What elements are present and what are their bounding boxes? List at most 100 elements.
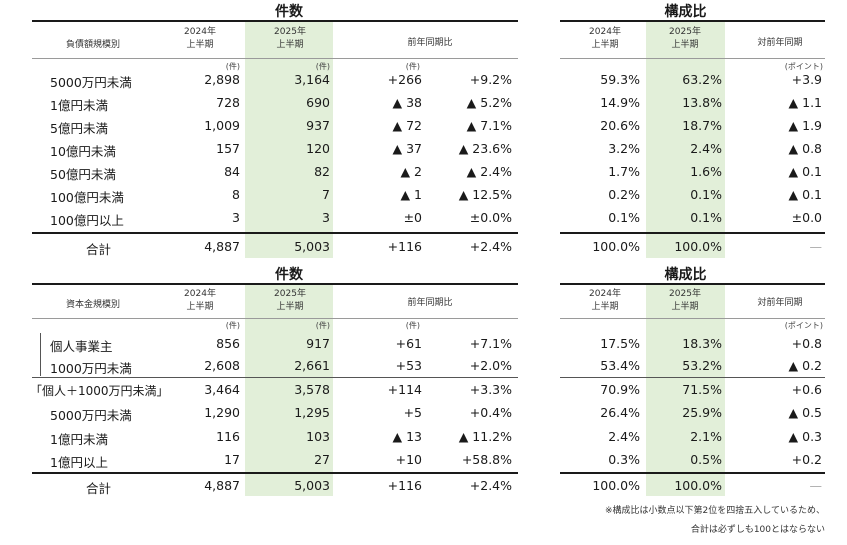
ratio-2025: 13.8% — [682, 95, 722, 110]
highlight-2025-count-column — [245, 22, 333, 258]
ratio-2024: 3.2% — [608, 141, 640, 156]
yoy-pct: ▲ 7.1% — [466, 118, 512, 133]
yoy-diff: +116 — [387, 239, 422, 254]
row-label: 5000万円未満 — [50, 408, 132, 423]
count-2024: 2,608 — [204, 358, 240, 373]
ratio-diff: ▲ 1.1 — [788, 95, 822, 110]
count-2025: 5,003 — [294, 239, 330, 254]
count-2024: 8 — [232, 187, 240, 202]
unit-ratio-diff: (ポイント) — [784, 62, 823, 71]
count-2025: 7 — [322, 187, 330, 202]
unit-ratio-diff: (ポイント) — [784, 321, 823, 330]
total-rule-right — [560, 232, 825, 234]
header-2025: 2025年 上半期 — [274, 27, 306, 50]
yoy-diff: ▲ 37 — [392, 141, 423, 156]
yoy-pct: ±0.0% — [469, 210, 512, 225]
unit-yoy: (件) — [405, 321, 420, 330]
subtotal-rule-right — [560, 377, 825, 378]
ratio-2024: 2.4% — [608, 429, 640, 444]
count-2025: 103 — [306, 429, 330, 444]
yoy-pct: +7.1% — [469, 336, 512, 351]
count-2024: 2,898 — [204, 72, 240, 87]
count-title: 件数 — [275, 267, 303, 283]
ratio-2024: 70.9% — [600, 382, 640, 397]
header-ratio-diff: 対前年同期 — [757, 38, 803, 48]
ratio-2025: 1.6% — [690, 164, 722, 179]
row-label: 1億円未満 — [50, 98, 108, 113]
count-2025: 2,661 — [294, 358, 330, 373]
row-label: 1億円未満 — [50, 432, 108, 447]
header-ratio-diff: 対前年同期 — [757, 298, 803, 308]
ratio-2025: 2.1% — [690, 429, 722, 444]
yoy-pct: +3.3% — [469, 382, 512, 397]
count-2024: 17 — [224, 452, 240, 467]
header-ratio-2024: 2024年 上半期 — [589, 27, 621, 50]
ratio-diff: +0.2 — [791, 452, 822, 467]
ratio-2024: 1.7% — [608, 164, 640, 179]
ratio-2024: 53.4% — [600, 358, 640, 373]
ratio-diff: +0.8 — [791, 336, 822, 351]
ratio-diff: ▲ 1.9 — [788, 118, 822, 133]
header-2024: 2024年 上半期 — [184, 289, 216, 312]
header-rule-left — [32, 58, 518, 59]
highlight-2025-ratio-column — [646, 285, 725, 496]
yoy-pct: +58.8% — [461, 452, 512, 467]
count-2024: 4,887 — [204, 239, 240, 254]
ratio-diff: — — [809, 239, 823, 254]
count-2025: 120 — [306, 141, 330, 156]
row-label: 5000万円未満 — [50, 75, 132, 90]
header-label: 資本金規模別 — [66, 300, 121, 310]
count-2024: 3 — [232, 210, 240, 225]
subgroup-bracket — [40, 333, 41, 376]
ratio-diff: ▲ 0.5 — [788, 405, 822, 420]
ratio-2024: 0.2% — [608, 187, 640, 202]
yoy-pct: +0.4% — [469, 405, 512, 420]
yoy-diff: +116 — [387, 478, 422, 493]
footnote-total: 合計は必ずしも100とはならない — [690, 525, 825, 535]
ratio-2024: 14.9% — [600, 95, 640, 110]
yoy-pct: ▲ 5.2% — [466, 95, 512, 110]
ratio-2024: 59.3% — [600, 72, 640, 87]
ratio-2024: 0.3% — [608, 452, 640, 467]
ratio-2024: 26.4% — [600, 405, 640, 420]
ratio-2025: 71.5% — [682, 382, 722, 397]
row-label: 100億円以上 — [50, 213, 124, 228]
count-title: 件数 — [275, 4, 303, 20]
ratio-diff: +3.9 — [791, 72, 822, 87]
yoy-pct: +2.4% — [469, 478, 512, 493]
yoy-diff: +114 — [387, 382, 422, 397]
header-rule-left — [32, 318, 518, 319]
yoy-diff: +53 — [395, 358, 422, 373]
header-label: 負債額規模別 — [66, 40, 121, 50]
ratio-2025: 0.5% — [690, 452, 722, 467]
ratio-2024: 17.5% — [600, 336, 640, 351]
ratio-diff: ▲ 0.1 — [788, 164, 822, 179]
count-2025: 917 — [306, 336, 330, 351]
footnote-rounding: ※構成比は小数点以下第2位を四捨五入しているため、 — [605, 506, 825, 516]
row-label: 100億円未満 — [50, 190, 124, 205]
unit-2024: (件) — [225, 321, 240, 330]
ratio-diff: +0.6 — [791, 382, 822, 397]
ratio-2025: 100.0% — [674, 478, 722, 493]
row-label: 1000万円未満 — [50, 361, 132, 376]
header-yoy: 前年同期比 — [407, 38, 453, 48]
ratio-2025: 0.1% — [690, 210, 722, 225]
count-2025: 82 — [314, 164, 330, 179]
ratio-2024: 20.6% — [600, 118, 640, 133]
yoy-diff: +61 — [395, 336, 422, 351]
ratio-2025: 25.9% — [682, 405, 722, 420]
yoy-diff: ▲ 38 — [392, 95, 423, 110]
top-rule-left — [32, 20, 518, 22]
count-2025: 5,003 — [294, 478, 330, 493]
count-2024: 116 — [216, 429, 240, 444]
row-label: 50億円未満 — [50, 167, 116, 182]
yoy-diff: +266 — [387, 72, 422, 87]
ratio-diff: — — [809, 478, 823, 493]
ratio-2025: 18.7% — [682, 118, 722, 133]
ratio-2024: 100.0% — [592, 239, 640, 254]
ratio-2024: 100.0% — [592, 478, 640, 493]
count-2025: 690 — [306, 95, 330, 110]
row-label: 10億円未満 — [50, 144, 116, 159]
total-label: 合計 — [86, 242, 112, 257]
yoy-pct: ▲ 11.2% — [458, 429, 512, 444]
